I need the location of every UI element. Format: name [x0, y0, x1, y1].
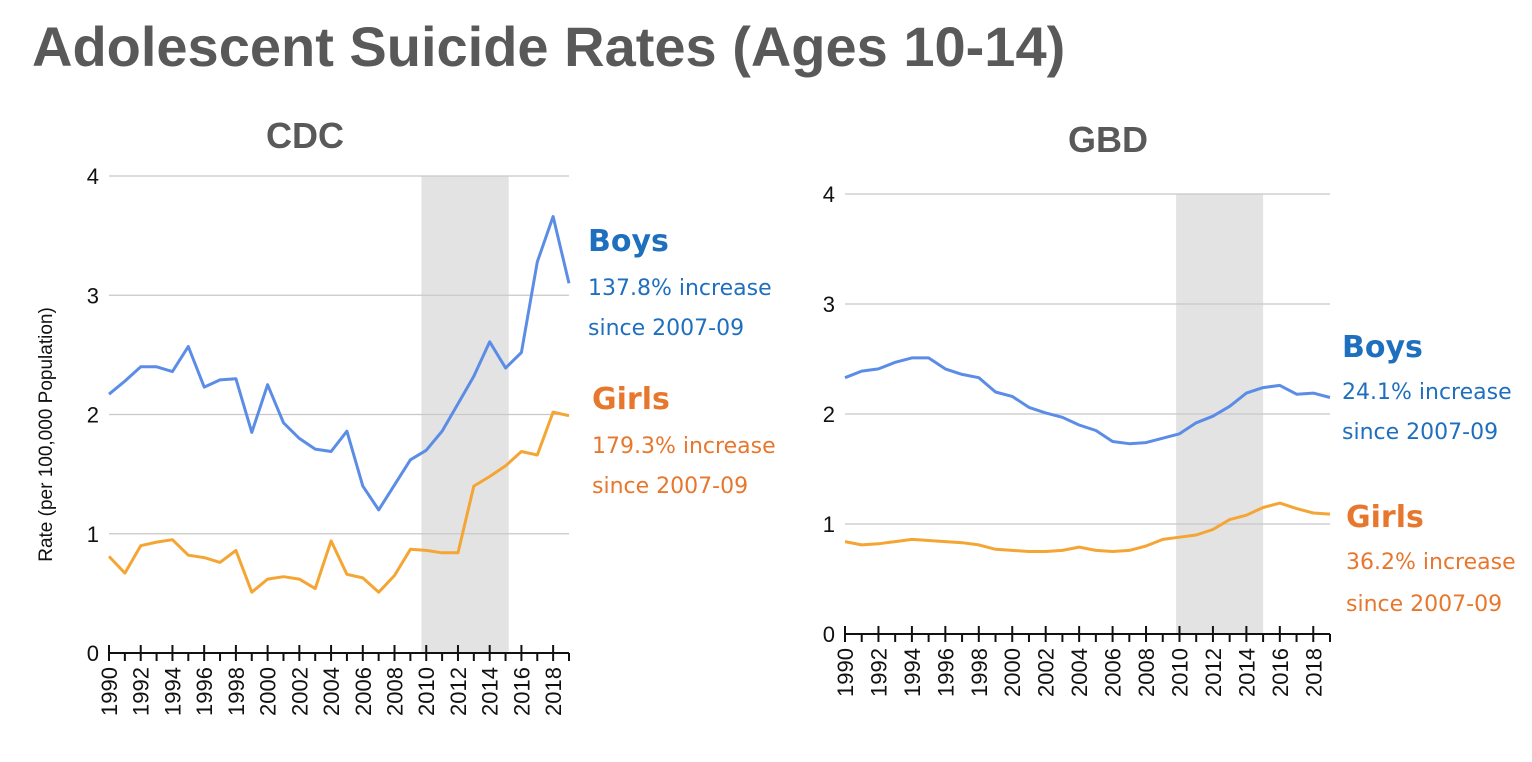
cdc-x-tick-label: 2008 [383, 667, 408, 716]
cdc-x-tick-label: 1998 [224, 667, 249, 716]
cdc-x-tick-label: 2014 [478, 667, 503, 716]
gbd-girls-line [844, 501, 1331, 553]
gbd-boys-since: since 2007-09 [1342, 420, 1499, 445]
cdc-boys-since: since 2007-09 [588, 316, 745, 341]
cdc-boys-line [108, 215, 571, 512]
gbd-girls-label: Girls [1346, 500, 1424, 535]
cdc-x-tick-label: 1990 [97, 667, 122, 716]
gbd-y-tick-label: 2 [823, 402, 835, 427]
cdc-x-tick-label: 2004 [319, 667, 344, 716]
gbd-x-tick-label: 1998 [967, 648, 992, 697]
cdc-y-tick-label: 4 [87, 164, 99, 189]
cdc-girls-since: since 2007-09 [592, 474, 749, 499]
cdc-x-tick-label: 2012 [446, 667, 471, 716]
gbd-x-tick-label: 2014 [1234, 648, 1259, 697]
cdc-boys-increase: 137.8% increase [588, 276, 772, 301]
gbd-x-tick-label: 2018 [1301, 648, 1326, 697]
cdc-girls-label: Girls [592, 382, 670, 417]
gbd-girls-since: since 2007-09 [1346, 592, 1503, 617]
gbd-x-tick-label: 2006 [1101, 648, 1126, 697]
cdc-x-tick-label: 2016 [509, 667, 534, 716]
gbd-boys-label: Boys [1342, 330, 1423, 365]
cdc-x-tick-label: 2018 [541, 667, 566, 716]
cdc-x-tick-label: 1996 [192, 667, 217, 716]
gbd-x-tick-label: 1992 [866, 648, 891, 697]
cdc-x-tick-label: 2010 [414, 667, 439, 716]
gbd-girls-increase: 36.2% increase [1346, 550, 1516, 575]
page-title: Adolescent Suicide Rates (Ages 10-14) [32, 15, 1066, 78]
gbd-x-tick-label: 1990 [833, 648, 858, 697]
gbd-boys-line [844, 356, 1331, 446]
cdc-x-tick-label: 2000 [256, 667, 281, 716]
cdc-x-tick-label: 2002 [287, 667, 312, 716]
cdc-y-axis-label: Rate (per 100,000 Population) [36, 307, 57, 562]
gbd-y-tick-label: 4 [823, 182, 835, 207]
gbd-x-tick-label: 2016 [1268, 648, 1293, 697]
gbd-x-tick-label: 2010 [1167, 648, 1192, 697]
gbd-chart: 0 1 2 3 4 1990 1992 1994 1996 1998 2000 2002 2004 200… [823, 119, 1331, 697]
cdc-x-tick-label: 1994 [160, 667, 185, 716]
cdc-girls-increase: 179.3% increase [592, 434, 776, 459]
cdc-girls-line [107, 410, 570, 594]
gbd-y-tick-label: 1 [823, 512, 835, 537]
gbd-x-tick-label: 2000 [1000, 648, 1025, 697]
cdc-boys-label: Boys [588, 224, 669, 259]
gbd-x-tick-label: 1996 [933, 648, 958, 697]
gbd-x-tick-label: 2012 [1201, 648, 1226, 697]
gbd-x-tick-label: 2004 [1067, 648, 1092, 697]
gbd-x-tick-label: 1994 [900, 648, 925, 697]
gbd-y-tick-label: 3 [823, 292, 835, 317]
cdc-y-tick-label: 1 [87, 522, 99, 547]
cdc-chart-title: CDC [266, 115, 344, 156]
cdc-y-tick-label: 0 [87, 641, 99, 666]
gbd-y-tick-label: 0 [823, 622, 835, 647]
cdc-y-tick-label: 2 [87, 403, 99, 428]
gbd-x-tick-label: 2002 [1034, 648, 1059, 697]
cdc-x-tick-label: 2006 [351, 667, 376, 716]
gbd-chart-title: GBD [1068, 119, 1148, 160]
gbd-boys-increase: 24.1% increase [1342, 380, 1512, 405]
cdc-x-tick-label: 1992 [129, 667, 154, 716]
cdc-y-tick-label: 3 [87, 283, 99, 308]
gbd-x-tick-label: 2008 [1134, 648, 1159, 697]
